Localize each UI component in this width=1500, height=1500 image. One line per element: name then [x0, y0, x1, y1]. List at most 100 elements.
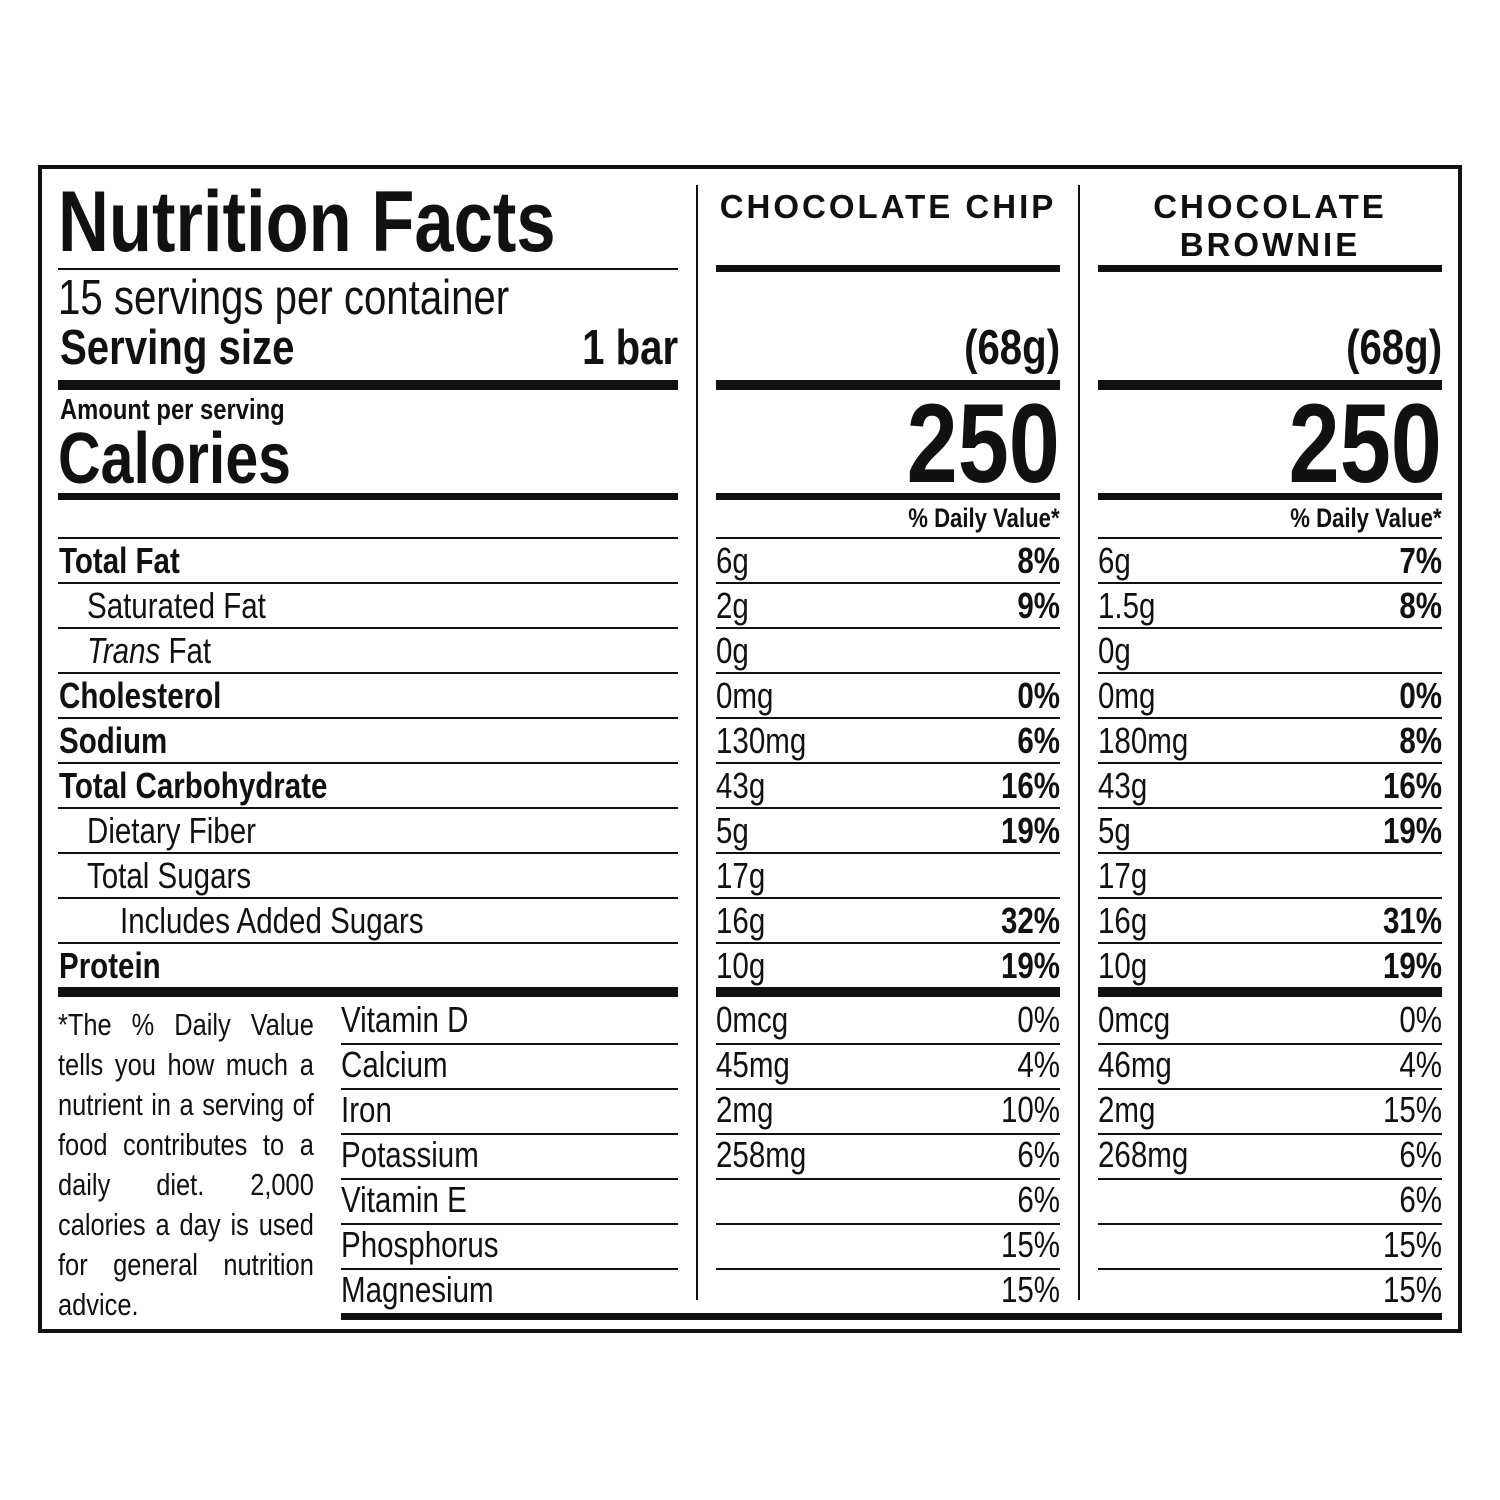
- nutrient-daily-value-text: 16%: [1000, 765, 1060, 806]
- nutrient-label-text: Total Sugars: [87, 855, 252, 896]
- vitamin-daily-value-text: 0%: [1017, 999, 1060, 1040]
- nutrient-daily-value-text: 7%: [1399, 540, 1442, 581]
- nutrient-amount: 0mg: [716, 673, 786, 718]
- vitamin-amount: 268mg: [1098, 1132, 1208, 1177]
- divider: [1098, 852, 1442, 854]
- nutrient-amount-text: 43g: [716, 765, 766, 806]
- divider: [716, 1088, 1060, 1090]
- nutrient-amount: 0mg: [1098, 673, 1168, 718]
- nutrient-daily-value: 0%: [1008, 673, 1060, 718]
- divider: [1098, 942, 1442, 944]
- vitamin-daily-value-text: 4%: [1399, 1044, 1442, 1085]
- daily-value-header: % Daily Value*: [875, 503, 1060, 533]
- product-calories-text: 250: [1288, 381, 1442, 506]
- nutrient-amount: 6g: [1098, 538, 1138, 583]
- nutrient-amount: 130mg: [716, 718, 826, 763]
- nutrient-amount-text: 10g: [1098, 945, 1148, 986]
- product-calories: 250: [1255, 381, 1442, 506]
- vitamin-daily-value: 15%: [1370, 1087, 1442, 1132]
- divider: [716, 537, 1060, 539]
- vitamin-amount: 46mg: [1098, 1042, 1188, 1087]
- vitamin-amount-text: 2mg: [1098, 1089, 1156, 1130]
- vitamin-daily-value: 10%: [988, 1087, 1060, 1132]
- nutrient-amount: 10g: [716, 943, 776, 988]
- divider: [1098, 762, 1442, 764]
- servings-per-container: 15 servings per container: [58, 271, 608, 325]
- nutrient-label-text: Saturated Fat: [87, 585, 266, 626]
- vitamin-daily-value: 4%: [1008, 1042, 1060, 1087]
- nutrition-facts-title: Nutrition Facts: [58, 178, 665, 266]
- nutrient-daily-value: 31%: [1370, 898, 1442, 943]
- divider: [58, 582, 678, 584]
- nutrient-amount: 0g: [716, 628, 756, 673]
- vitamin-daily-value: 4%: [1390, 1042, 1442, 1087]
- divider: [716, 987, 1060, 997]
- vitamin-amount: 2mg: [716, 1087, 786, 1132]
- nutrient-amount-text: 43g: [1098, 765, 1148, 806]
- vitamin-daily-value-text: 0%: [1399, 999, 1442, 1040]
- vitamin-amount-text: 45mg: [716, 1044, 790, 1085]
- nutrient-amount-text: 6g: [1098, 540, 1131, 581]
- nutrient-amount: 0g: [1098, 628, 1138, 673]
- vitamin-amount: 45mg: [716, 1042, 806, 1087]
- nutrient-label-text: Dietary Fiber: [87, 810, 256, 851]
- thick-divider: [58, 380, 678, 390]
- serving-size-value-text: 1 bar: [581, 321, 678, 375]
- divider: [716, 1268, 1060, 1270]
- divider: [716, 627, 1060, 629]
- vitamin-label-text: Potassium: [341, 1134, 479, 1175]
- vitamin-daily-value-text: 15%: [1382, 1269, 1442, 1310]
- product-serving-size-text: (68g): [1345, 321, 1442, 375]
- vitamin-daily-value: 0%: [1390, 997, 1442, 1042]
- column-divider: [696, 185, 698, 1300]
- product-serving-size-text: (68g): [963, 321, 1060, 375]
- divider: [1098, 1223, 1442, 1225]
- nutrient-amount-text: 2g: [716, 585, 749, 626]
- vitamin-daily-value: 0%: [1008, 997, 1060, 1042]
- divider: [716, 1043, 1060, 1045]
- vitamin-amount: 0mcg: [1098, 997, 1186, 1042]
- vitamin-amount-text: 258mg: [716, 1134, 807, 1175]
- divider: [1098, 1088, 1442, 1090]
- vitamin-label-text: Magnesium: [341, 1269, 494, 1310]
- nutrient-amount: 10g: [1098, 943, 1158, 988]
- nutrient-daily-value: 0%: [1390, 673, 1442, 718]
- vitamin-daily-value: 6%: [1008, 1177, 1060, 1222]
- nutrient-label-text: Trans Fat: [87, 628, 211, 673]
- nutrient-daily-value: 19%: [988, 808, 1060, 853]
- nutrient-daily-value: 19%: [1370, 808, 1442, 853]
- vitamin-label-text: Vitamin D: [341, 999, 469, 1040]
- divider: [1098, 717, 1442, 719]
- trans-rest: Fat: [160, 630, 212, 671]
- divider: [716, 717, 1060, 719]
- nutrient-daily-value-text: 19%: [1000, 945, 1060, 986]
- calories-label: Calories: [58, 423, 342, 495]
- divider: [716, 582, 1060, 584]
- nutrient-amount-text: 5g: [1098, 810, 1131, 851]
- daily-value-header: % Daily Value*: [1257, 503, 1442, 533]
- vitamin-amount: 2mg: [1098, 1087, 1168, 1132]
- product-serving-size: (68g): [1325, 321, 1442, 375]
- divider: [58, 537, 678, 539]
- nutrient-label: Dietary Fiber: [87, 808, 293, 853]
- vitamin-amount-text: 46mg: [1098, 1044, 1172, 1085]
- vitamin-daily-value: 15%: [988, 1222, 1060, 1267]
- vitamin-amount: 258mg: [716, 1132, 826, 1177]
- vitamin-label-text: Calcium: [341, 1044, 448, 1085]
- vitamin-label-text: Phosphorus: [341, 1224, 499, 1265]
- divider: [341, 1178, 678, 1180]
- nutrient-label: Protein: [59, 943, 183, 988]
- nutrient-label-text: Cholesterol: [59, 675, 222, 716]
- nutrient-label-text: Total Fat: [59, 540, 180, 581]
- nutrient-daily-value-text: 8%: [1017, 540, 1060, 581]
- divider: [1098, 807, 1442, 809]
- nutrient-label-text: Sodium: [59, 720, 168, 761]
- nutrient-amount: 5g: [716, 808, 756, 853]
- nutrient-daily-value: 19%: [1370, 943, 1442, 988]
- servings-text: 15 servings per container: [58, 271, 510, 325]
- vitamin-label: Magnesium: [341, 1267, 527, 1312]
- nutrient-label: Total Sugars: [87, 853, 287, 898]
- divider: [1098, 897, 1442, 899]
- nutrient-amount: 16g: [1098, 898, 1158, 943]
- nutrient-amount: 6g: [716, 538, 756, 583]
